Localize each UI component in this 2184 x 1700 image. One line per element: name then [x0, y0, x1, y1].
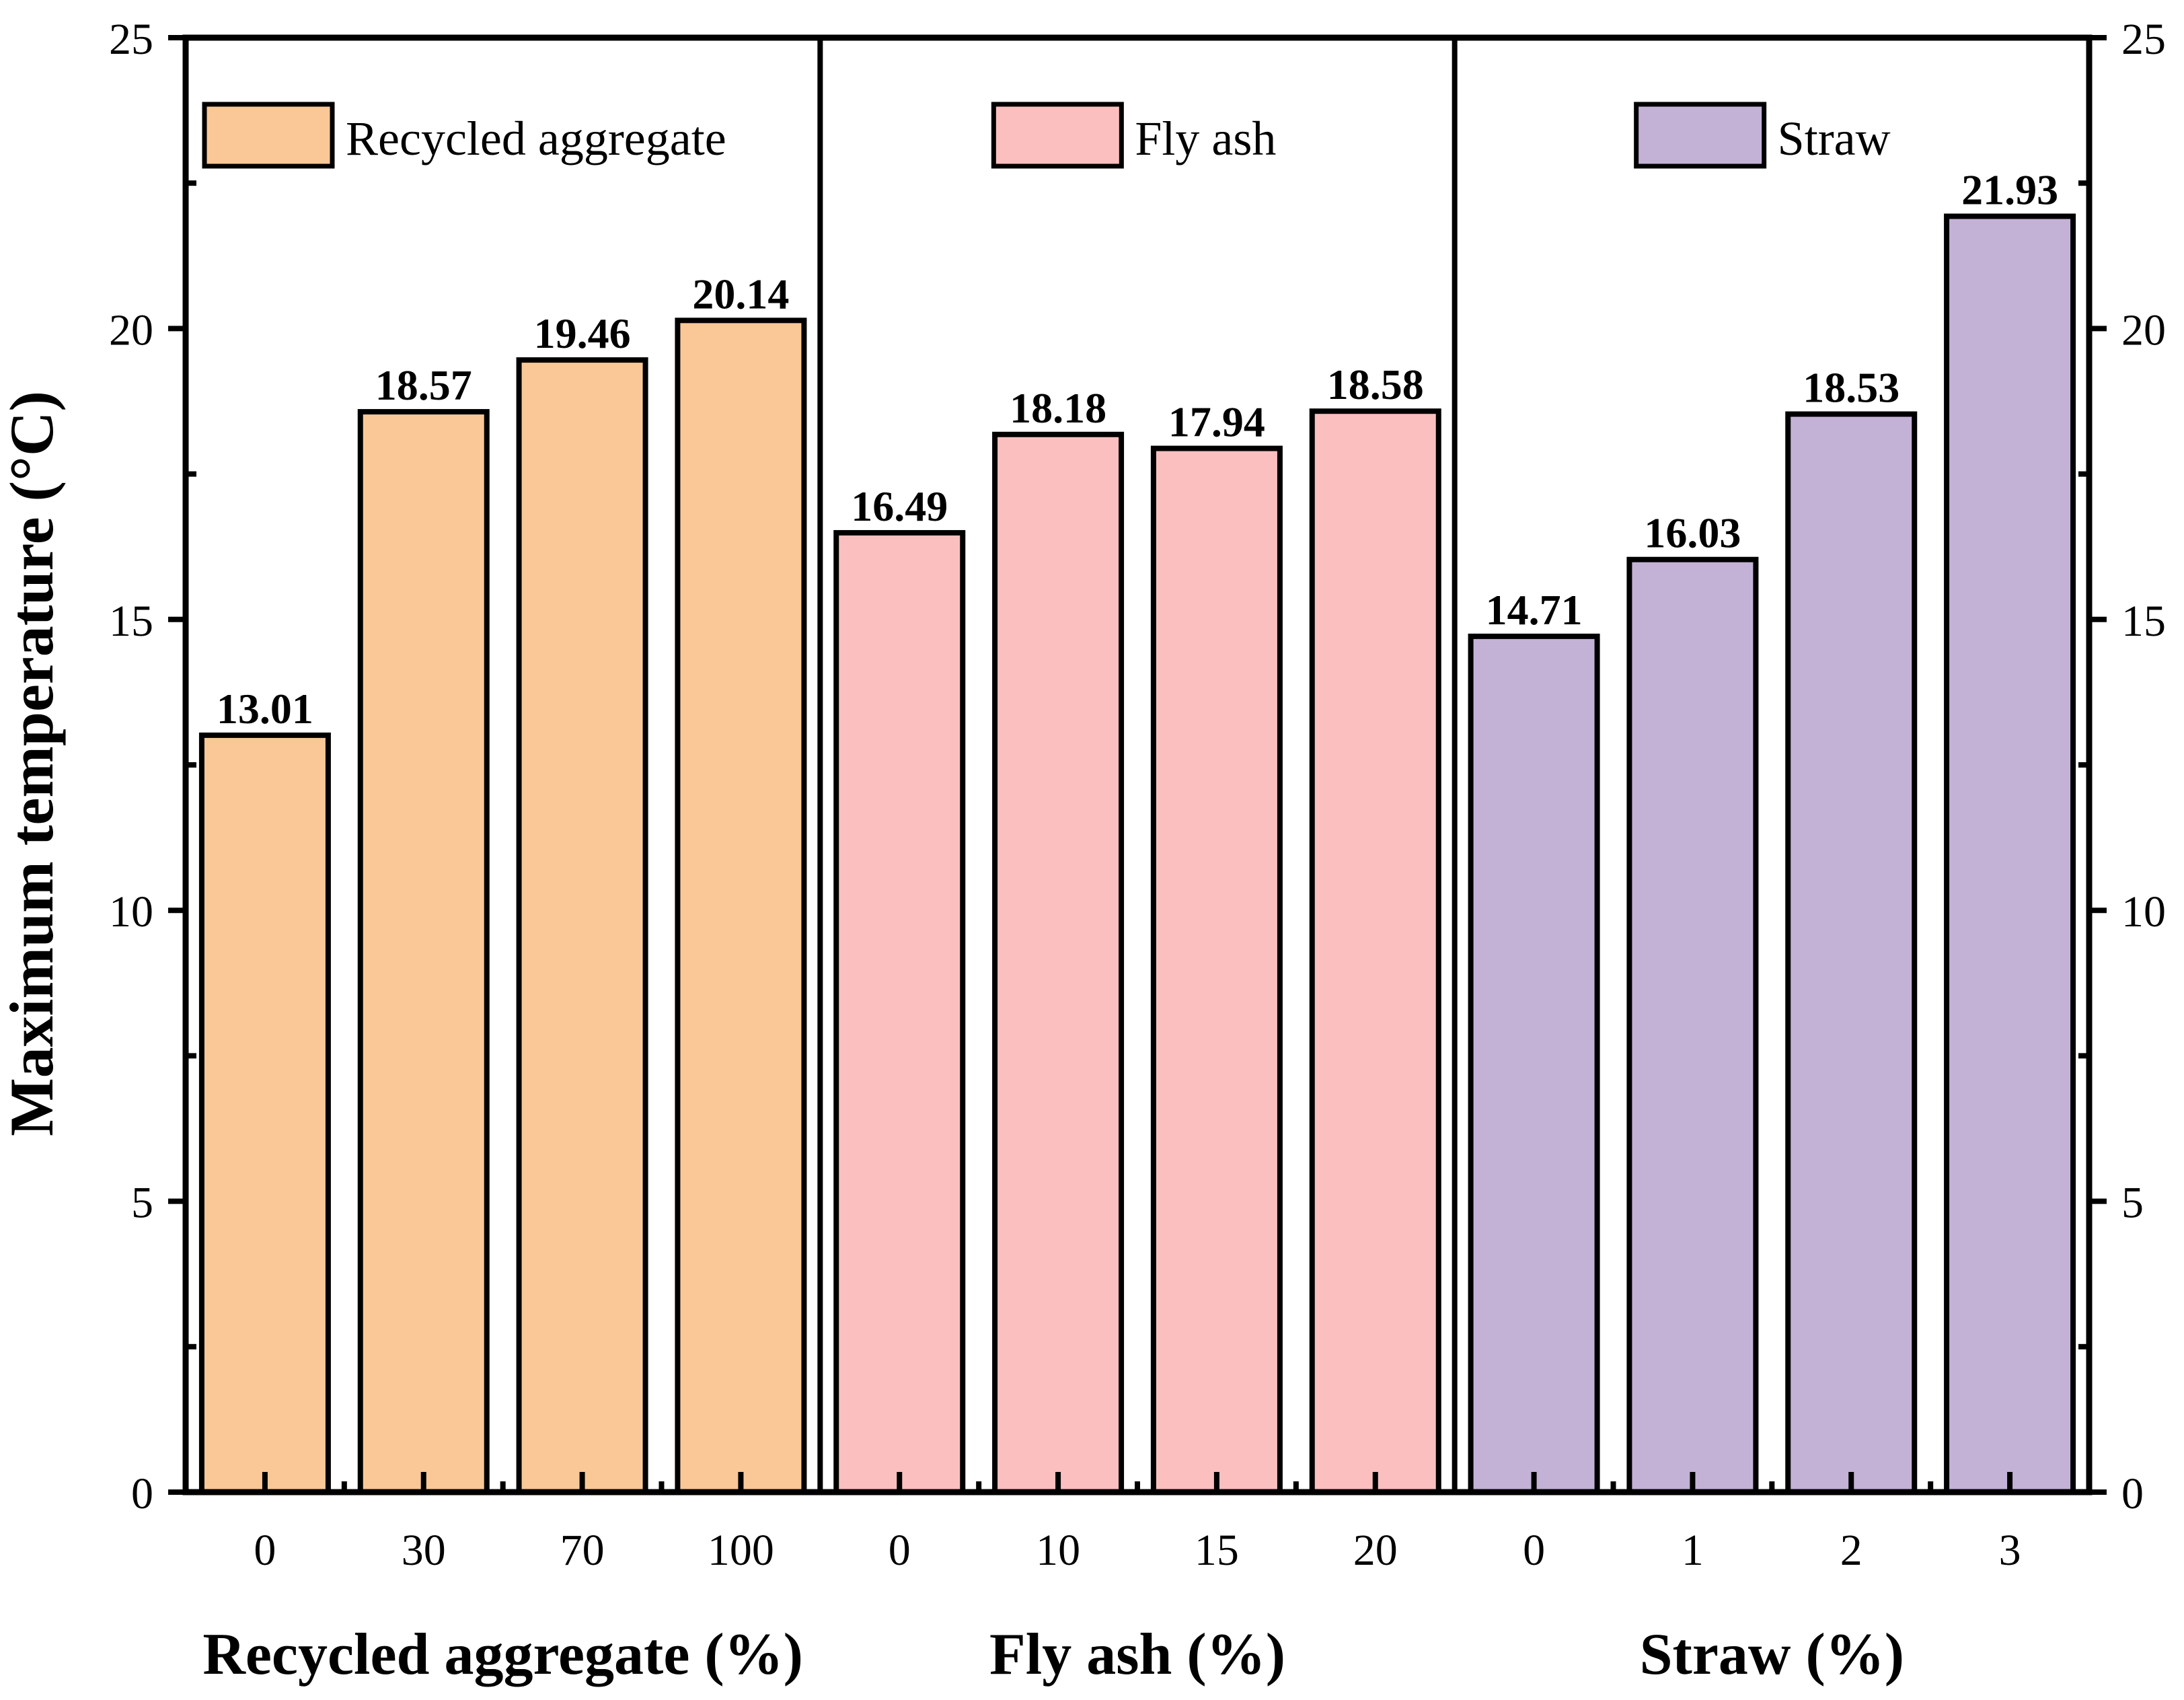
bar-value-label: 14.71	[1486, 586, 1583, 634]
bar-value-label: 18.57	[375, 361, 472, 409]
bar-value-label: 16.49	[851, 482, 948, 530]
y-axis-label: Maximum temperature (°C)	[0, 391, 66, 1136]
y-tick-label-right: 20	[2121, 305, 2166, 355]
x-group-title: Recycled aggregate (%)	[202, 1622, 803, 1687]
x-tick-label: 1	[1682, 1526, 1704, 1575]
plot-frame	[182, 34, 2093, 1495]
x-tick-label: 10	[1036, 1526, 1080, 1575]
y-tick-label: 20	[109, 305, 153, 355]
y-tick-label: 15	[109, 597, 153, 646]
legend-swatch	[202, 102, 335, 169]
legend-label: Straw	[1778, 112, 1891, 165]
x-tick-label: 15	[1195, 1526, 1239, 1575]
bar-value-label: 18.53	[1803, 364, 1899, 412]
y-tick-label: 0	[131, 1469, 153, 1518]
legend-label: Recycled aggregate	[346, 112, 726, 165]
x-tick-label: 2	[1840, 1526, 1862, 1575]
bar-value-label: 17.94	[1168, 398, 1265, 446]
legend-swatch	[991, 102, 1124, 169]
x-tick-label: 70	[560, 1526, 605, 1575]
bar-value-label: 13.01	[217, 685, 313, 733]
legend-swatch	[1634, 102, 1767, 169]
x-group-title: Straw (%)	[1640, 1622, 1904, 1687]
x-tick-label: 0	[1523, 1526, 1545, 1575]
bar-value-label: 21.93	[1961, 165, 2058, 213]
x-tick-label: 0	[889, 1526, 911, 1575]
bar-0-2	[516, 357, 648, 1495]
x-tick-label: 30	[402, 1526, 446, 1575]
bar-2-1	[1626, 556, 1759, 1495]
bar-2-0	[1468, 633, 1600, 1495]
y-tick-label: 5	[131, 1179, 153, 1228]
y-tick-label: 25	[109, 15, 153, 64]
y-tick-label-right: 10	[2121, 887, 2166, 936]
y-tick-label: 10	[109, 887, 153, 936]
x-tick-label: 100	[708, 1526, 774, 1575]
bar-0-1	[357, 409, 490, 1495]
bar-0-3	[675, 318, 807, 1495]
bar-2-3	[1944, 213, 2076, 1495]
y-tick-label-right: 15	[2121, 597, 2166, 646]
legend-label: Fly ash	[1135, 112, 1276, 165]
y-tick-label-right: 25	[2121, 15, 2166, 64]
bar-0-0	[198, 732, 331, 1495]
bar-value-label: 18.18	[1010, 384, 1106, 432]
bar-value-label: 18.58	[1327, 361, 1424, 408]
bar-1-2	[1150, 445, 1283, 1495]
bar-value-label: 19.46	[534, 309, 631, 357]
bar-1-0	[833, 529, 966, 1495]
x-tick-label: 20	[1353, 1526, 1398, 1575]
bar-value-label: 16.03	[1644, 509, 1741, 557]
x-group-title: Fly ash (%)	[989, 1622, 1285, 1687]
y-tick-label-right: 5	[2121, 1179, 2144, 1228]
bar-1-3	[1309, 408, 1441, 1495]
x-tick-label: 3	[1999, 1526, 2021, 1575]
bar-value-label: 20.14	[692, 270, 789, 318]
bar-2-2	[1785, 411, 1918, 1495]
bar-1-1	[992, 431, 1125, 1495]
x-tick-label: 0	[254, 1526, 276, 1575]
y-tick-label-right: 0	[2121, 1469, 2144, 1518]
